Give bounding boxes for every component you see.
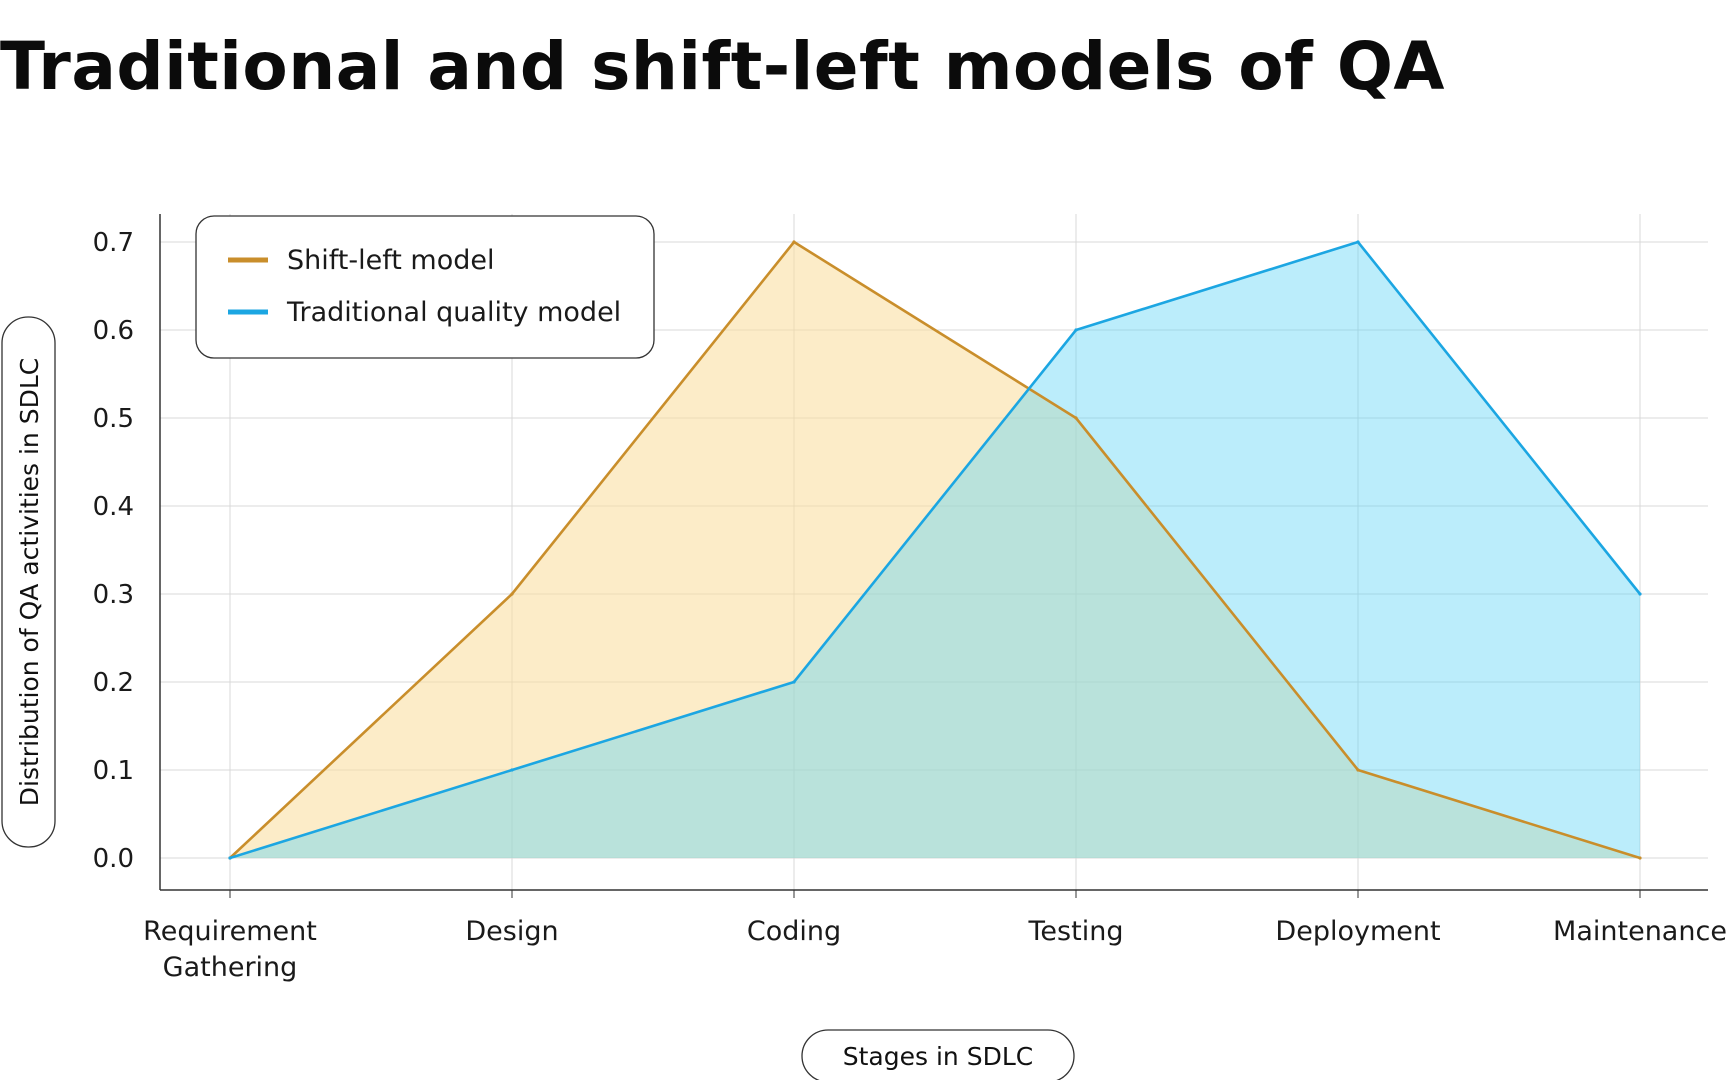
data-point <box>1356 240 1360 244</box>
y-tick-label: 0.3 <box>93 580 134 610</box>
data-point <box>1074 328 1078 332</box>
page-title: Traditional and shift-left models of QA <box>0 28 1446 105</box>
x-tick-label: Maintenance <box>1553 916 1727 947</box>
legend-label: Traditional quality model <box>286 297 621 328</box>
series-area-0 <box>230 242 1640 858</box>
y-axis-title: Distribution of QA activities in SDLC <box>1 316 56 848</box>
y-axis-title-pill <box>1 316 56 848</box>
data-point <box>510 592 514 596</box>
data-point <box>510 768 514 772</box>
series-area-1 <box>230 242 1640 858</box>
data-point <box>1074 416 1078 420</box>
series-lines <box>228 240 1642 860</box>
data-point <box>1356 768 1360 772</box>
data-point <box>1638 592 1642 596</box>
y-axis-title-text: Distribution of QA activities in SDLC <box>15 358 44 806</box>
x-axis-title: Stages in SDLC <box>801 1029 1075 1080</box>
y-tick-label: 0.0 <box>93 844 134 874</box>
x-tick-label: Requirement Gathering <box>143 916 317 983</box>
axes <box>159 214 1708 898</box>
y-tick-label: 0.1 <box>93 756 134 786</box>
y-tick-label: 0.4 <box>93 492 134 522</box>
y-tick-labels: 0.0 0.1 0.2 0.3 0.4 0.5 0.6 0.7 <box>93 228 134 874</box>
x-axis-title-text: Stages in SDLC <box>843 1042 1033 1071</box>
x-axis-title-pill <box>801 1029 1075 1080</box>
y-tick-label: 0.5 <box>93 404 134 434</box>
x-tick-label: Testing <box>1028 916 1124 947</box>
data-point <box>1638 856 1642 860</box>
y-tick-label: 0.2 <box>93 668 134 698</box>
legend-label: Shift-left model <box>287 245 495 276</box>
x-tick-labels: Requirement Gathering Design Coding Testing D… <box>143 916 1727 983</box>
data-point <box>792 240 796 244</box>
data-point <box>792 680 796 684</box>
y-tick-label: 0.7 <box>93 228 134 258</box>
legend: Shift-left model Traditional quality mode… <box>195 215 655 359</box>
series-line-0 <box>229 240 1641 860</box>
series-line-1 <box>229 240 1642 860</box>
data-point <box>228 856 232 860</box>
y-tick-label: 0.6 <box>93 316 134 346</box>
legend-box <box>195 215 655 359</box>
x-tick-label: Design <box>465 916 558 947</box>
series-areas <box>230 242 1640 858</box>
x-tick-label: Coding <box>747 916 841 947</box>
x-tick-label: Deployment <box>1275 916 1440 947</box>
